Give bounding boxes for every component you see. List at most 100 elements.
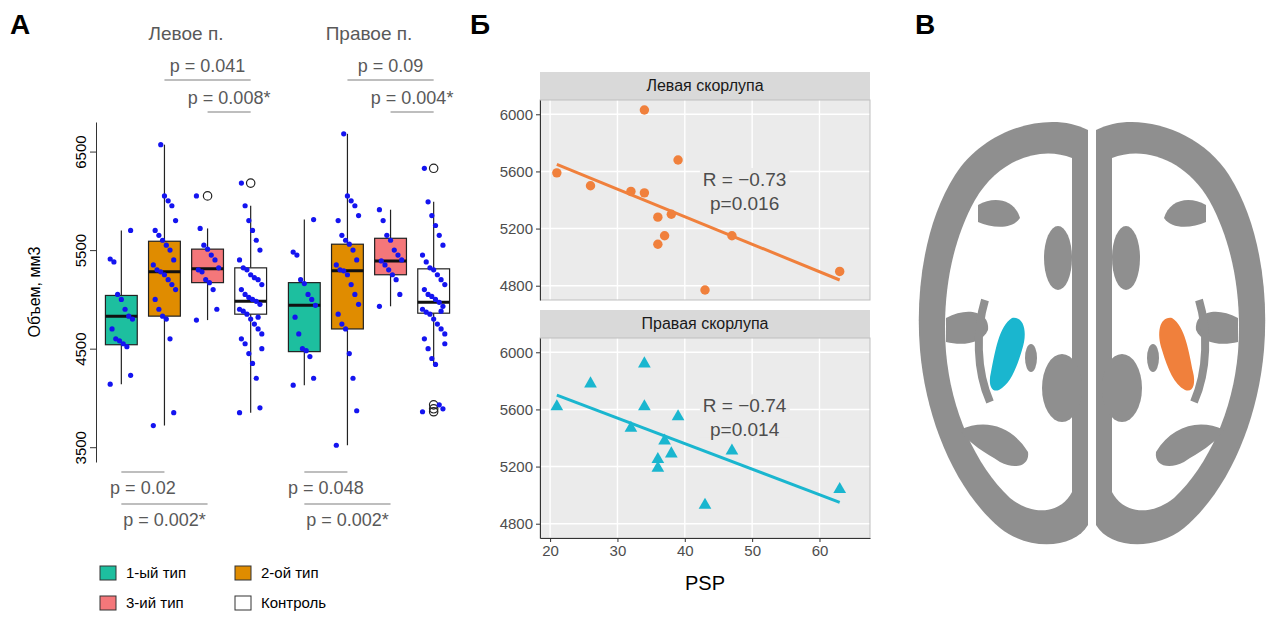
whisker bbox=[207, 228, 208, 249]
point bbox=[205, 247, 210, 252]
axis-line bbox=[541, 538, 871, 539]
point bbox=[349, 282, 354, 287]
putamen bbox=[1159, 318, 1194, 391]
gyrus bbox=[960, 425, 1028, 467]
whisker bbox=[304, 352, 305, 386]
point bbox=[237, 410, 242, 415]
grid-line bbox=[819, 338, 820, 538]
point bbox=[726, 444, 739, 455]
point bbox=[194, 193, 199, 198]
point bbox=[835, 267, 844, 276]
point bbox=[160, 314, 165, 319]
point bbox=[626, 187, 635, 196]
point bbox=[638, 399, 651, 410]
tick-label: 6000 bbox=[500, 344, 533, 361]
point bbox=[384, 233, 389, 238]
caudate bbox=[1044, 226, 1072, 290]
point bbox=[653, 240, 662, 249]
legend-label: 3-ий тип bbox=[126, 594, 184, 611]
tick: 4500 bbox=[72, 332, 96, 365]
point bbox=[435, 272, 440, 277]
whisker bbox=[347, 134, 348, 244]
tick-label: 6500 bbox=[72, 135, 89, 168]
tick-label: 40 bbox=[677, 542, 694, 559]
point bbox=[424, 259, 429, 264]
annotation: R = −0.73p=0.016 bbox=[700, 168, 789, 214]
point bbox=[109, 326, 114, 331]
point bbox=[640, 188, 649, 197]
point bbox=[356, 213, 361, 218]
panel-letter: А bbox=[10, 9, 30, 40]
axis-line bbox=[540, 101, 541, 301]
whisker bbox=[390, 210, 391, 239]
point bbox=[586, 181, 595, 190]
point bbox=[658, 434, 671, 445]
outlier bbox=[429, 408, 437, 416]
point bbox=[241, 265, 246, 270]
point bbox=[550, 399, 563, 410]
panel-letter: Б bbox=[470, 9, 490, 40]
point bbox=[108, 256, 113, 261]
point bbox=[700, 285, 709, 294]
bracket bbox=[391, 111, 434, 112]
point bbox=[440, 406, 445, 411]
point bbox=[833, 482, 846, 493]
p-value: p = 0.002* bbox=[306, 510, 389, 530]
point bbox=[164, 243, 169, 248]
thalamus bbox=[1042, 354, 1082, 422]
grid-line bbox=[549, 100, 550, 300]
y-axis: 3500450055006500 bbox=[72, 123, 97, 465]
point bbox=[128, 228, 133, 233]
tick-mark bbox=[536, 352, 540, 353]
outlier bbox=[203, 192, 211, 200]
tick-mark bbox=[536, 229, 540, 230]
panel-background bbox=[540, 100, 870, 300]
point bbox=[257, 405, 262, 410]
y-axis: 4800520056006000 bbox=[500, 101, 541, 301]
point bbox=[248, 317, 253, 322]
annotation-text: R = −0.73 bbox=[703, 169, 786, 190]
grid-line bbox=[540, 466, 870, 467]
point bbox=[126, 314, 131, 319]
panel-frame bbox=[540, 100, 870, 300]
point bbox=[214, 307, 219, 312]
point bbox=[425, 199, 430, 204]
point bbox=[337, 267, 342, 272]
point bbox=[169, 203, 174, 208]
box bbox=[105, 295, 137, 344]
median bbox=[418, 301, 450, 304]
tick: 5600 bbox=[500, 401, 540, 418]
annotation-text: p=0.014 bbox=[710, 419, 780, 440]
point bbox=[237, 307, 242, 312]
point bbox=[433, 223, 438, 228]
point bbox=[257, 248, 262, 253]
axis-line bbox=[96, 123, 97, 463]
point bbox=[171, 410, 176, 415]
tick-mark bbox=[90, 447, 96, 448]
point bbox=[653, 212, 662, 221]
point bbox=[334, 262, 339, 267]
tick-mark bbox=[90, 152, 96, 153]
point bbox=[381, 218, 386, 223]
caudate bbox=[1112, 226, 1140, 290]
thalamus bbox=[1102, 354, 1142, 422]
point bbox=[438, 277, 443, 282]
whisker bbox=[164, 316, 165, 425]
point bbox=[291, 383, 296, 388]
tick-label: 5200 bbox=[500, 220, 533, 237]
point bbox=[438, 326, 443, 331]
point bbox=[349, 198, 354, 203]
point bbox=[356, 302, 361, 307]
point bbox=[341, 131, 346, 136]
bracket bbox=[304, 471, 347, 472]
grid-line bbox=[617, 100, 618, 300]
point bbox=[167, 248, 172, 253]
point bbox=[347, 242, 352, 247]
panel-frame bbox=[540, 338, 870, 538]
fit-line bbox=[557, 395, 840, 502]
point bbox=[437, 402, 442, 407]
point bbox=[420, 409, 425, 414]
grid-line bbox=[684, 100, 685, 300]
tick-mark bbox=[536, 467, 540, 468]
tick: 6500 bbox=[72, 135, 96, 168]
